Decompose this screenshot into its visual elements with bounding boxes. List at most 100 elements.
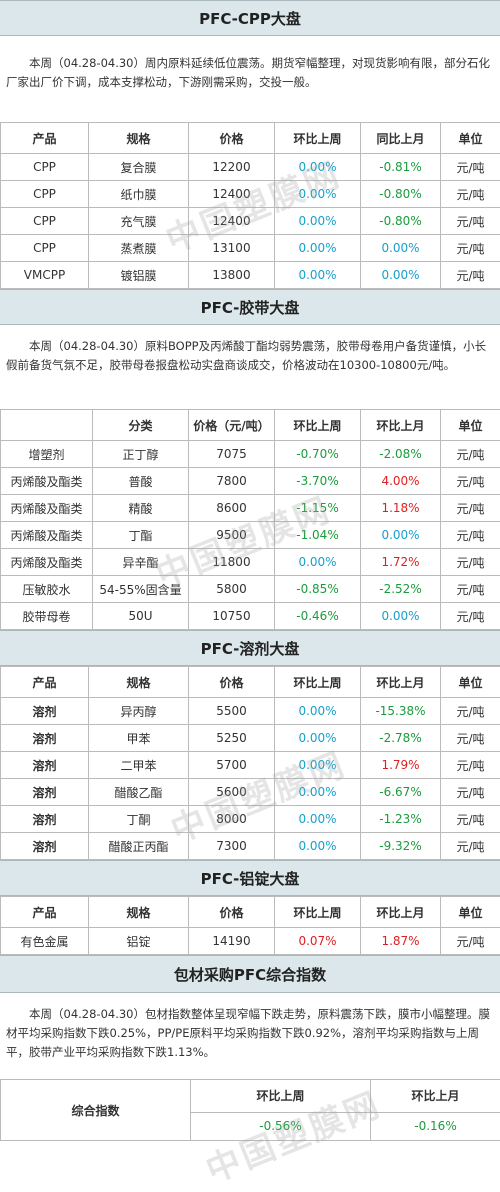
tape-cell: 元/吨 [441, 441, 500, 468]
aluminum-col-product: 产品 [1, 897, 89, 928]
cpp-cell: 元/吨 [441, 154, 500, 181]
solvent-cell: 0.00% [275, 698, 361, 725]
solvent-col-product: 产品 [1, 667, 89, 698]
solvent-cell: 丁酮 [89, 806, 189, 833]
solvent-cell: 醋酸乙酯 [89, 779, 189, 806]
cpp-cell: 12400 [189, 181, 275, 208]
solvent-col-price: 价格 [189, 667, 275, 698]
cpp-cell: 0.00% [361, 235, 441, 262]
solvent-col-wow: 环比上周 [275, 667, 361, 698]
solvent-cell: -9.32% [361, 833, 441, 860]
tape-cell: 元/吨 [441, 468, 500, 495]
aluminum-col-wow: 环比上周 [275, 897, 361, 928]
aluminum-cell: 铝锭 [89, 928, 189, 955]
tape-title: PFC-胶带大盘 [0, 289, 500, 325]
solvent-cell: 溶剂 [1, 779, 89, 806]
tape-cell: -2.52% [361, 576, 441, 603]
index-header-row: 综合指数 环比上周 环比上月 [1, 1080, 500, 1113]
tape-cell: 元/吨 [441, 603, 500, 630]
index-title: 包材采购PFC综合指数 [0, 955, 500, 993]
solvent-cell: 5250 [189, 725, 275, 752]
cpp-cell: 蒸煮膜 [89, 235, 189, 262]
solvent-cell: 5600 [189, 779, 275, 806]
cpp-col-wow: 环比上周 [275, 123, 361, 154]
solvent-cell: 5700 [189, 752, 275, 779]
solvent-cell: 溶剂 [1, 833, 89, 860]
tape-cell: 50U [93, 603, 189, 630]
tape-cell: 7075 [189, 441, 275, 468]
tape-cell: 异辛酯 [93, 549, 189, 576]
tape-cell: 8600 [189, 495, 275, 522]
solvent-cell: 溶剂 [1, 725, 89, 752]
cpp-cell: 12200 [189, 154, 275, 181]
tape-cell: 丁酯 [93, 522, 189, 549]
cpp-cell: 0.00% [275, 181, 361, 208]
cpp-cell: 元/吨 [441, 262, 500, 289]
tape-cell: 压敏胶水 [1, 576, 93, 603]
cpp-cell: 0.00% [275, 235, 361, 262]
cpp-cell: CPP [1, 181, 89, 208]
index-intro: 本周（04.28-04.30）包材指数整体呈现窄幅下跌走势，原料震荡下跌，膜市小… [0, 993, 500, 1079]
cpp-cell: 元/吨 [441, 181, 500, 208]
solvent-cell: 溶剂 [1, 752, 89, 779]
solvent-cell: -6.67% [361, 779, 441, 806]
aluminum-cell: 0.07% [275, 928, 361, 955]
solvent-title: PFC-溶剂大盘 [0, 630, 500, 666]
aluminum-col-unit: 单位 [441, 897, 500, 928]
tape-cell: 4.00% [361, 468, 441, 495]
tape-col-wow: 环比上周 [275, 410, 361, 441]
tape-cell: 9500 [189, 522, 275, 549]
aluminum-col-spec: 规格 [89, 897, 189, 928]
aluminum-cell: 有色金属 [1, 928, 89, 955]
index-value-wow: -0.56% [191, 1112, 371, 1140]
tape-cell: 1.18% [361, 495, 441, 522]
solvent-cell: 8000 [189, 806, 275, 833]
tape-intro: 本周（04.28-04.30）原料BOPP及丙烯酸丁酯均弱势震荡，胶带母卷用户备… [0, 325, 500, 409]
tape-cell: 增塑剂 [1, 441, 93, 468]
cpp-cell: 12400 [189, 208, 275, 235]
cpp-cell: -0.80% [361, 208, 441, 235]
cpp-cell: CPP [1, 235, 89, 262]
cpp-cell: 元/吨 [441, 235, 500, 262]
tape-cell: 丙烯酸及酯类 [1, 495, 93, 522]
tape-col-unit: 单位 [441, 410, 500, 441]
cpp-cell: 0.00% [275, 154, 361, 181]
solvent-cell: -2.78% [361, 725, 441, 752]
tape-cell: 1.72% [361, 549, 441, 576]
solvent-col-mom: 环比上月 [361, 667, 441, 698]
solvent-col-unit: 单位 [441, 667, 500, 698]
tape-cell: -0.85% [275, 576, 361, 603]
tape-cell: 0.00% [361, 603, 441, 630]
solvent-cell: 0.00% [275, 752, 361, 779]
tape-cell: 7800 [189, 468, 275, 495]
tape-header-row: 分类 价格（元/吨） 环比上周 环比上月 单位 [1, 410, 500, 441]
index-table: 综合指数 环比上周 环比上月 -0.56% -0.16% [0, 1079, 500, 1141]
cpp-cell: CPP [1, 154, 89, 181]
solvent-cell: 1.79% [361, 752, 441, 779]
tape-cell: -0.46% [275, 603, 361, 630]
cpp-col-product: 产品 [1, 123, 89, 154]
index-col-wow: 环比上周 [191, 1080, 371, 1113]
aluminum-col-price: 价格 [189, 897, 275, 928]
cpp-cell: 复合膜 [89, 154, 189, 181]
solvent-cell: -1.23% [361, 806, 441, 833]
cpp-cell: 充气膜 [89, 208, 189, 235]
